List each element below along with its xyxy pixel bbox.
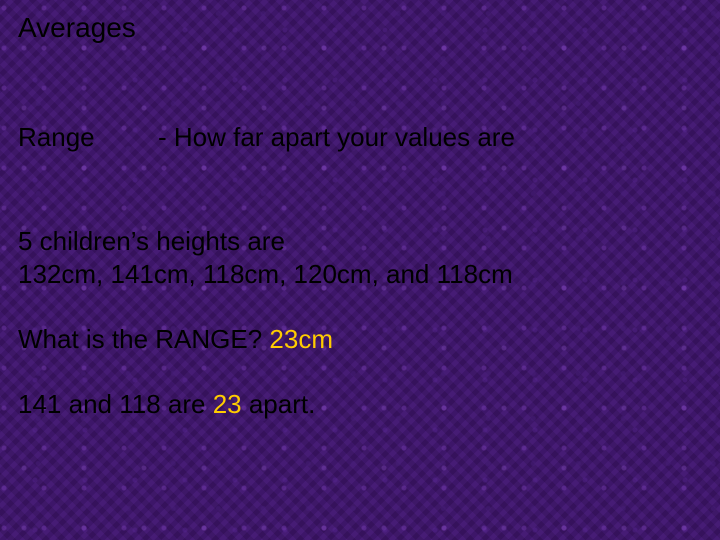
explain-line: 141 and 118 are 23 apart. [18, 389, 702, 420]
question-line: What is the RANGE? 23cm [18, 324, 702, 355]
explain-part2: apart. [242, 389, 316, 419]
heights-intro: 5 children’s heights are [18, 225, 702, 258]
question-answer: 23cm [269, 324, 333, 354]
explain-highlight: 23 [213, 389, 242, 419]
heights-values: 132cm, 141cm, 118cm, 120cm, and 118cm [18, 258, 702, 291]
range-row: Range - How far apart your values are [18, 122, 702, 153]
question-prefix: What is the RANGE? [18, 324, 269, 354]
slide-title: Averages [18, 12, 702, 44]
explain-part1: 141 and 118 are [18, 389, 213, 419]
range-label: Range [18, 122, 158, 153]
heights-block: 5 children’s heights are 132cm, 141cm, 1… [18, 225, 702, 290]
range-description: - How far apart your values are [158, 122, 515, 153]
slide-content: Averages Range - How far apart your valu… [0, 0, 720, 540]
